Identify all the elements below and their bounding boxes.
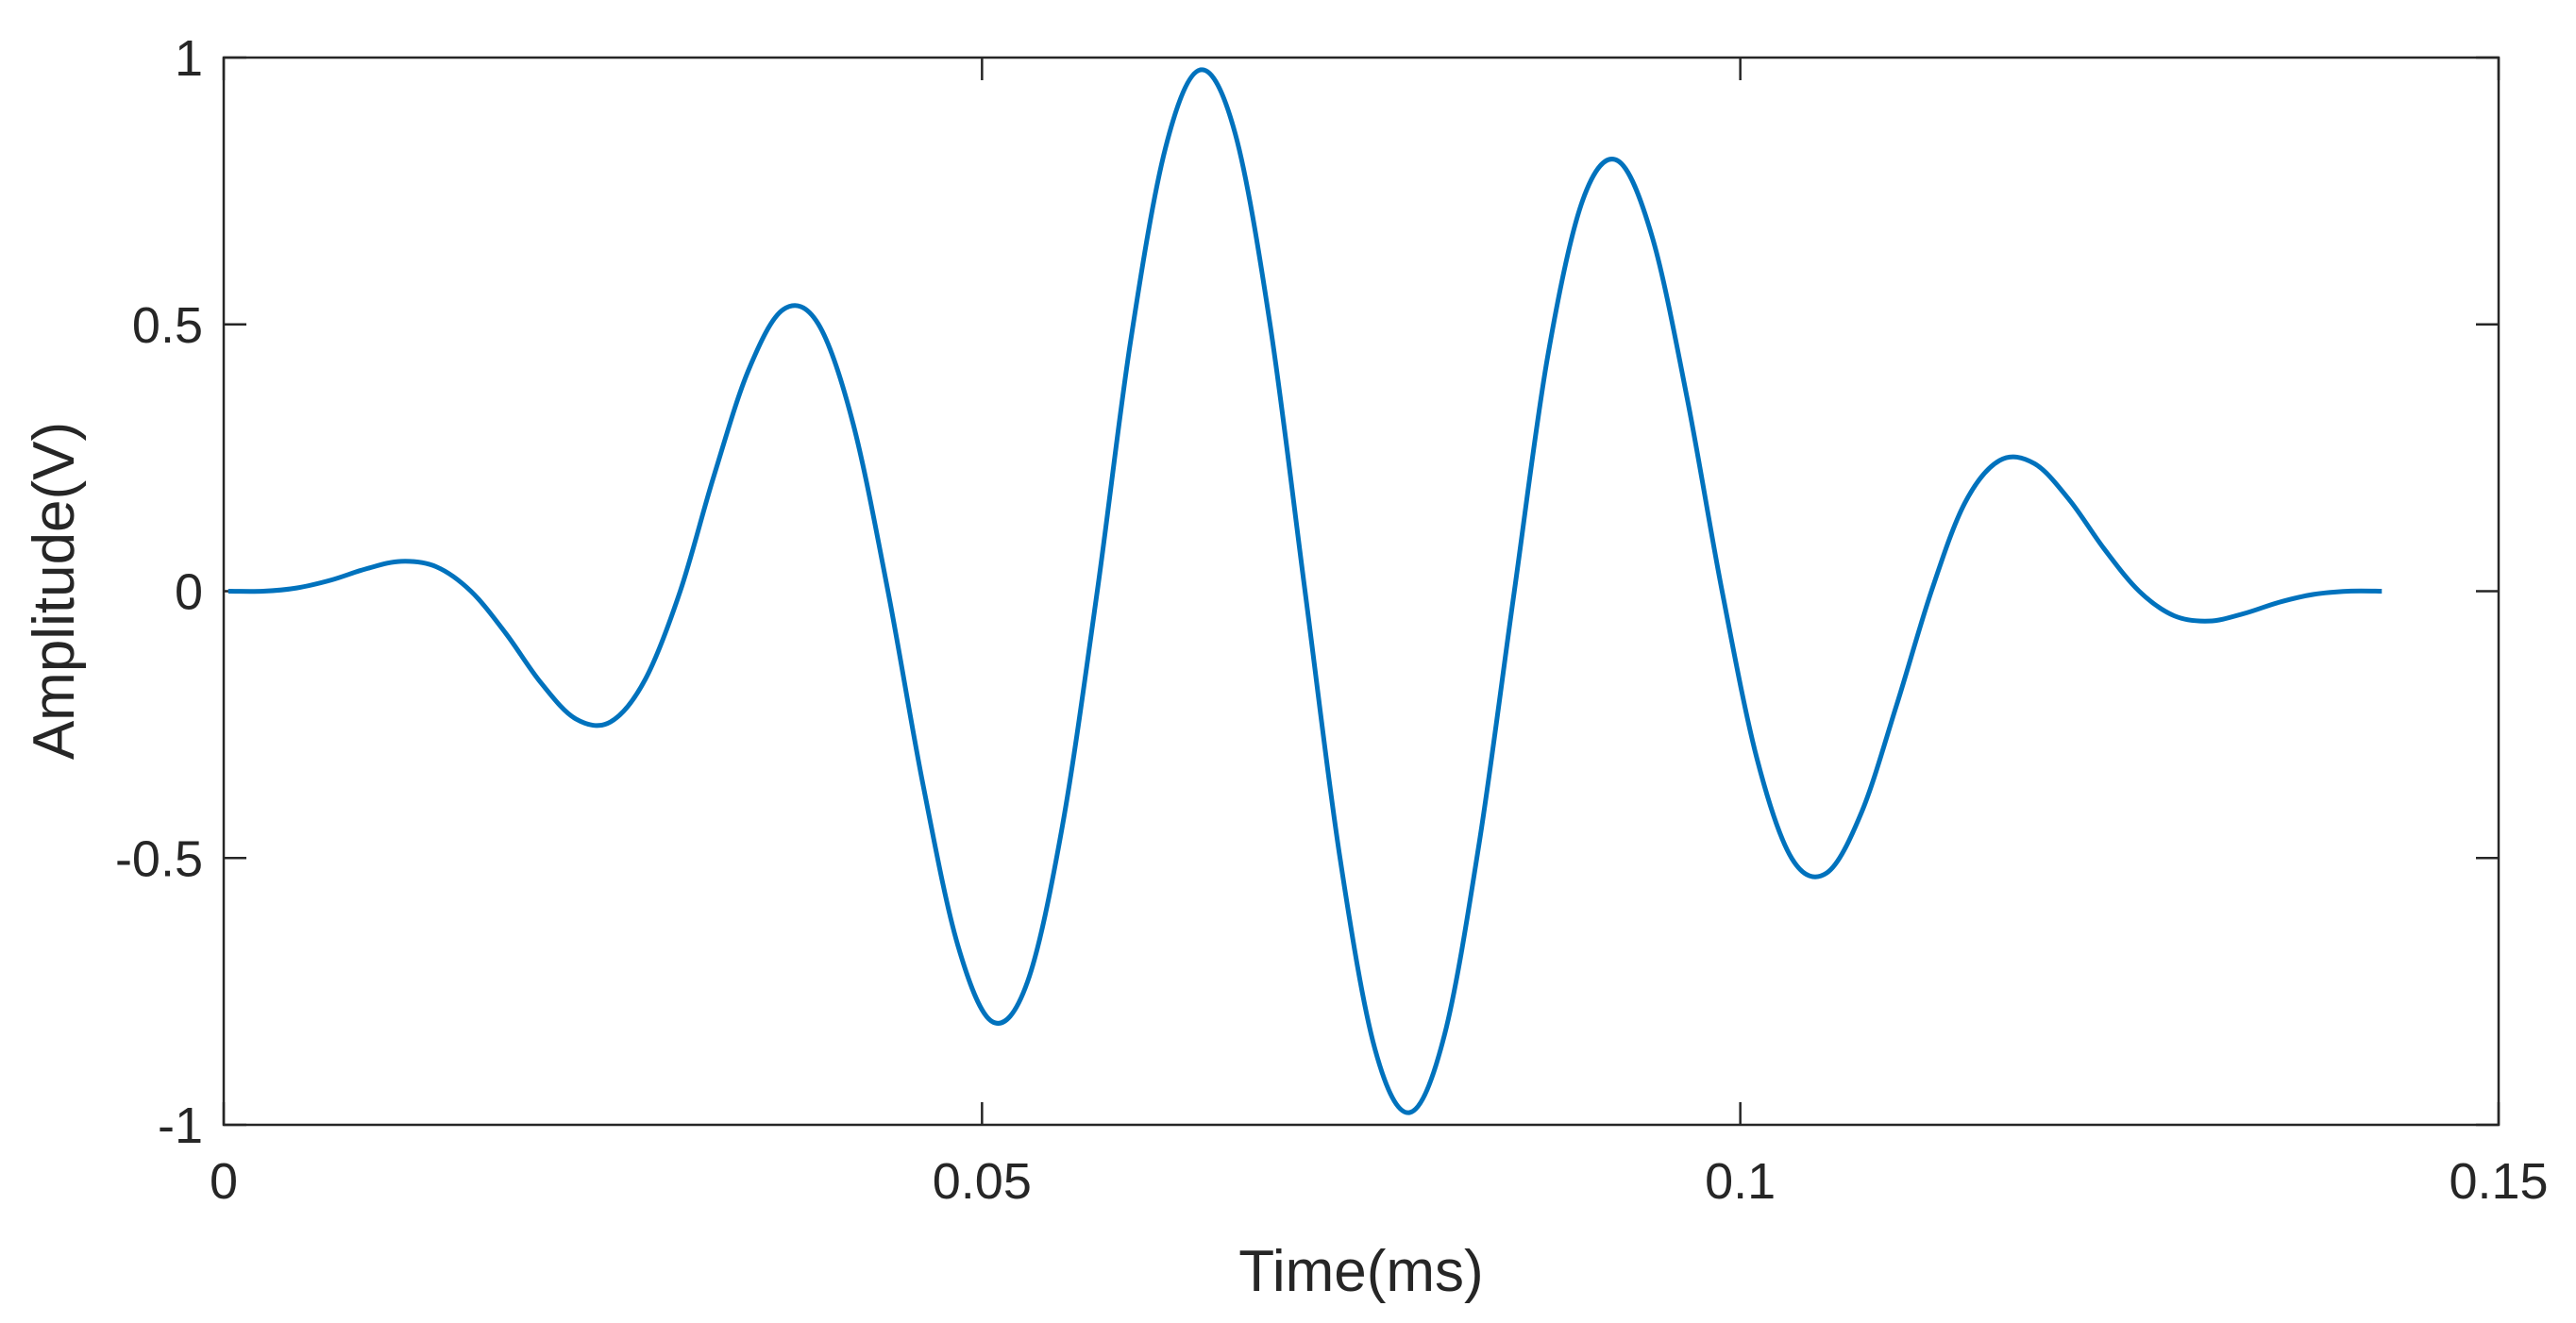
- y-tick-label: 0: [175, 564, 203, 621]
- axes-box: [222, 56, 2500, 1127]
- x-axis-label: Time(ms): [1238, 1239, 1483, 1304]
- x-tick-label: 0.15: [2449, 1153, 2548, 1210]
- plot-area: [224, 58, 2499, 1125]
- y-axis-label: Amplitude(V): [22, 422, 87, 760]
- y-tick-label: -1: [158, 1097, 203, 1154]
- y-tick-label: 0.5: [132, 297, 203, 354]
- x-tick-label: 0.1: [1705, 1153, 1776, 1210]
- data-line: [227, 67, 2382, 1115]
- x-tick-label: 0: [210, 1153, 238, 1210]
- x-tick-label: 0.05: [933, 1153, 1032, 1210]
- y-tick-label: -0.5: [115, 830, 203, 887]
- y-tick-label: 1: [175, 30, 203, 87]
